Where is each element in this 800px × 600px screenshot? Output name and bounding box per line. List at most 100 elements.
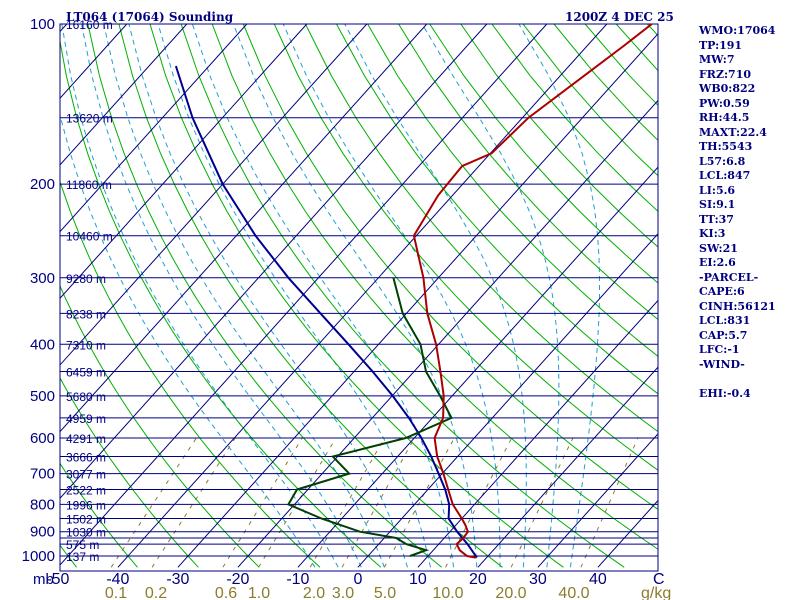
moist-adiabat-line: [282, 24, 501, 568]
pressure-tick-label: 600: [30, 430, 55, 447]
sounding-index: LCL:847: [699, 169, 751, 182]
dry-adiabat-line: [460, 24, 658, 248]
isobars: [60, 24, 658, 557]
sounding-index: EHI:-0.4: [699, 386, 751, 400]
isotherm-line: [60, 24, 188, 166]
moist-adiabat-line: [128, 24, 408, 568]
moist-adiabats: [60, 24, 600, 568]
height-label: 1996 m: [66, 498, 106, 512]
dry-adiabat-line: [336, 24, 658, 395]
temperature-tick-label: -10: [286, 571, 309, 588]
height-label: 1502 m: [66, 513, 106, 527]
isotherm-line: [117, 24, 608, 568]
dry-adiabat-line: [60, 180, 321, 568]
mixing-ratio-line: [580, 437, 639, 568]
dry-adiabat-line: [60, 376, 199, 568]
sounding-index: TT:37: [699, 212, 734, 226]
mixing-ratio-tick-label: 5.0: [374, 585, 396, 600]
sounding-index: WB0:822: [699, 82, 756, 95]
height-label: 137 m: [66, 550, 99, 564]
sounding-index: KI:3: [699, 227, 726, 240]
dry-adiabat-line: [398, 24, 658, 321]
pressure-unit-label: mb: [33, 571, 54, 588]
height-label: 575 m: [66, 538, 99, 552]
height-label: 3077 m: [66, 468, 106, 482]
sounding-profiles: [174, 24, 653, 559]
moist-adiabat-line: [103, 24, 385, 568]
temperature-tick-label: 10: [409, 571, 427, 588]
mixing-ratio-line: [383, 437, 455, 568]
height-label: 6459 m: [66, 366, 106, 380]
sounding-index: RH:44.5: [699, 111, 750, 124]
sounding-indices-panel: WMO:17064 TP:191 MW:7 FRZ:710 WB0:822 PW:0.59…: [699, 24, 799, 401]
mixing-ratio-line: [258, 437, 337, 568]
sounding-index: CAPE:6: [699, 285, 745, 298]
mixing-ratio-line: [110, 437, 197, 568]
dry-adiabat-line: [242, 24, 658, 511]
moist-adiabat-line: [421, 24, 560, 568]
height-label: 2522 m: [66, 484, 106, 498]
height-label: 16160 m: [66, 18, 113, 32]
temperature-tick-label: 30: [529, 571, 547, 588]
height-label: 9280 m: [66, 272, 106, 286]
chart-title: LT064 (17064) Sounding: [66, 10, 234, 24]
isotherm-line: [0, 24, 7, 567]
temperature-tick-label: 0: [353, 571, 362, 588]
sounding-index: PW:0.59: [699, 96, 750, 110]
mixing-ratio-tick-label: 0.1: [105, 585, 127, 600]
sounding-index: EI:2.6: [699, 256, 736, 269]
pressure-tick-label: 200: [30, 176, 55, 193]
dry-adiabat-line: [211, 24, 658, 550]
mixing-ratio-tick-label: 20.0: [495, 585, 526, 600]
mixing-ratio-tick-label: 0.2: [145, 585, 167, 600]
plot-frame: [59, 23, 659, 572]
isotherm-line: [60, 24, 428, 433]
temperature-tick-label: -50: [46, 571, 69, 588]
sounding-index: WMO:17064: [699, 24, 776, 37]
dry-adiabats: [60, 24, 658, 568]
moist-adiabat-line: [191, 24, 455, 568]
temperature-tick-label: -40: [106, 571, 129, 588]
pressure-tick-label: 300: [30, 270, 55, 287]
isotherm-line: [60, 24, 308, 300]
mixing-ratio-tick-label: 3.0: [332, 585, 354, 600]
pressure-tick-label: 500: [30, 388, 55, 405]
height-label: 3666 m: [66, 451, 106, 465]
height-label: 4959 m: [66, 412, 106, 426]
dry-adiabat-line: [304, 24, 658, 433]
sounding-index: LFC:-1: [699, 343, 740, 356]
moist-adiabat-line: [232, 24, 478, 568]
temperature-tick-labels: -50 -40 -30 -20 -10 0 10 20 30 40: [46, 571, 607, 588]
isotherm-line: [477, 366, 658, 568]
isotherm-line: [60, 24, 548, 566]
sounding-index: FRZ:710: [699, 67, 752, 81]
sounding-index: -PARCEL-: [699, 270, 759, 284]
mixing-ratio-line: [445, 437, 513, 568]
sounding-index: TP:191: [699, 38, 743, 52]
height-label: 13620 m: [66, 112, 113, 126]
mixing-ratio-unit-label: g/kg: [641, 585, 671, 600]
height-label: 10460 m: [66, 230, 113, 244]
dry-adiabat-line: [367, 24, 658, 358]
temperature-tick-label: -30: [166, 571, 189, 588]
pressure-tick-label: 800: [30, 496, 55, 513]
height-labels: 16160 m 13620 m 11860 m 10460 m 9280 m 8238 m…: [66, 18, 113, 564]
height-label: 5680 m: [66, 390, 106, 404]
moist-adiabat-line: [157, 24, 431, 568]
dewpoint-line: [286, 277, 453, 557]
isotherm-line: [60, 24, 368, 366]
temperature-tick-label: -20: [226, 571, 249, 588]
sounding-index: CINH:56121: [699, 299, 776, 313]
sounding-index: [699, 372, 799, 387]
background-grid: [0, 24, 658, 568]
mixing-ratio-line: [510, 437, 574, 568]
sounding-index: SI:9.1: [699, 198, 736, 211]
height-label: 11860 m: [66, 178, 112, 192]
mixing-ratio-line: [151, 437, 236, 568]
pressure-tick-label: 1000: [22, 548, 55, 565]
isotherm-line: [60, 24, 68, 33]
height-label: 8238 m: [66, 307, 106, 321]
sounding-index: LCL:831: [699, 314, 751, 327]
isotherm-line: [417, 299, 658, 568]
